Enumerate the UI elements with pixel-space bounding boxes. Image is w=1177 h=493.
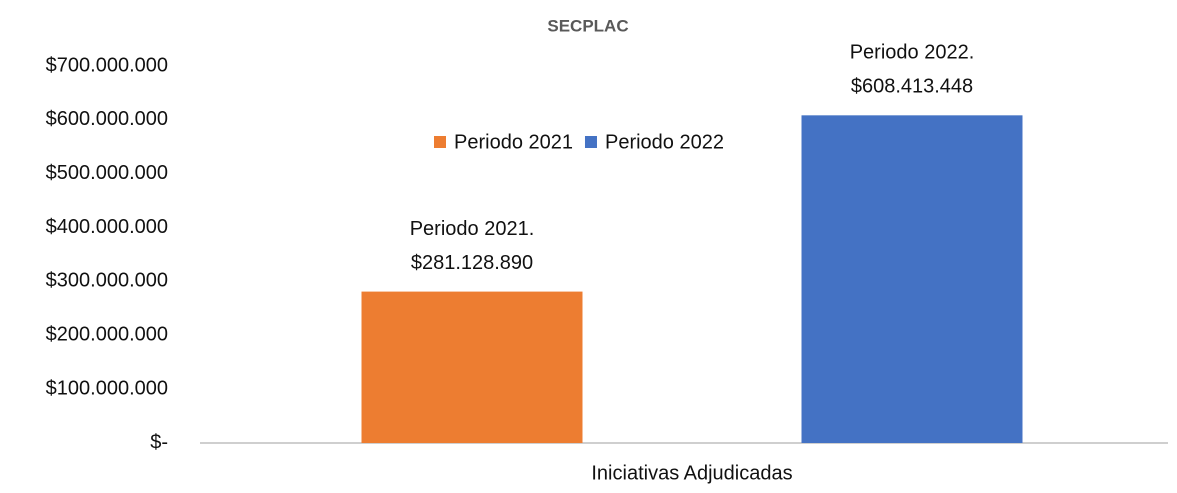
y-tick-label: $200.000.000 xyxy=(46,324,168,346)
bar xyxy=(361,291,583,443)
data-label: $281.128.890 xyxy=(411,252,533,274)
legend-swatch xyxy=(434,136,446,148)
y-tick-label: $500.000.000 xyxy=(46,162,168,184)
bar xyxy=(801,115,1023,443)
y-tick-label: $100.000.000 xyxy=(46,377,168,399)
y-tick-label: $700.000.000 xyxy=(46,54,168,76)
chart-title: SECPLAC xyxy=(547,16,628,35)
y-tick-label: $300.000.000 xyxy=(46,270,168,292)
data-label: Periodo 2021. xyxy=(410,218,535,240)
legend-label: Periodo 2022 xyxy=(605,131,724,153)
data-label: Periodo 2022. xyxy=(850,42,975,64)
y-tick-label: $- xyxy=(150,431,168,453)
legend-label: Periodo 2021 xyxy=(454,131,573,153)
y-tick-label: $600.000.000 xyxy=(46,108,168,130)
x-tick-label: Iniciativas Adjudicadas xyxy=(591,462,792,484)
data-label: $608.413.448 xyxy=(851,76,973,98)
legend-swatch xyxy=(584,136,597,148)
y-tick-label: $400.000.000 xyxy=(46,216,168,238)
